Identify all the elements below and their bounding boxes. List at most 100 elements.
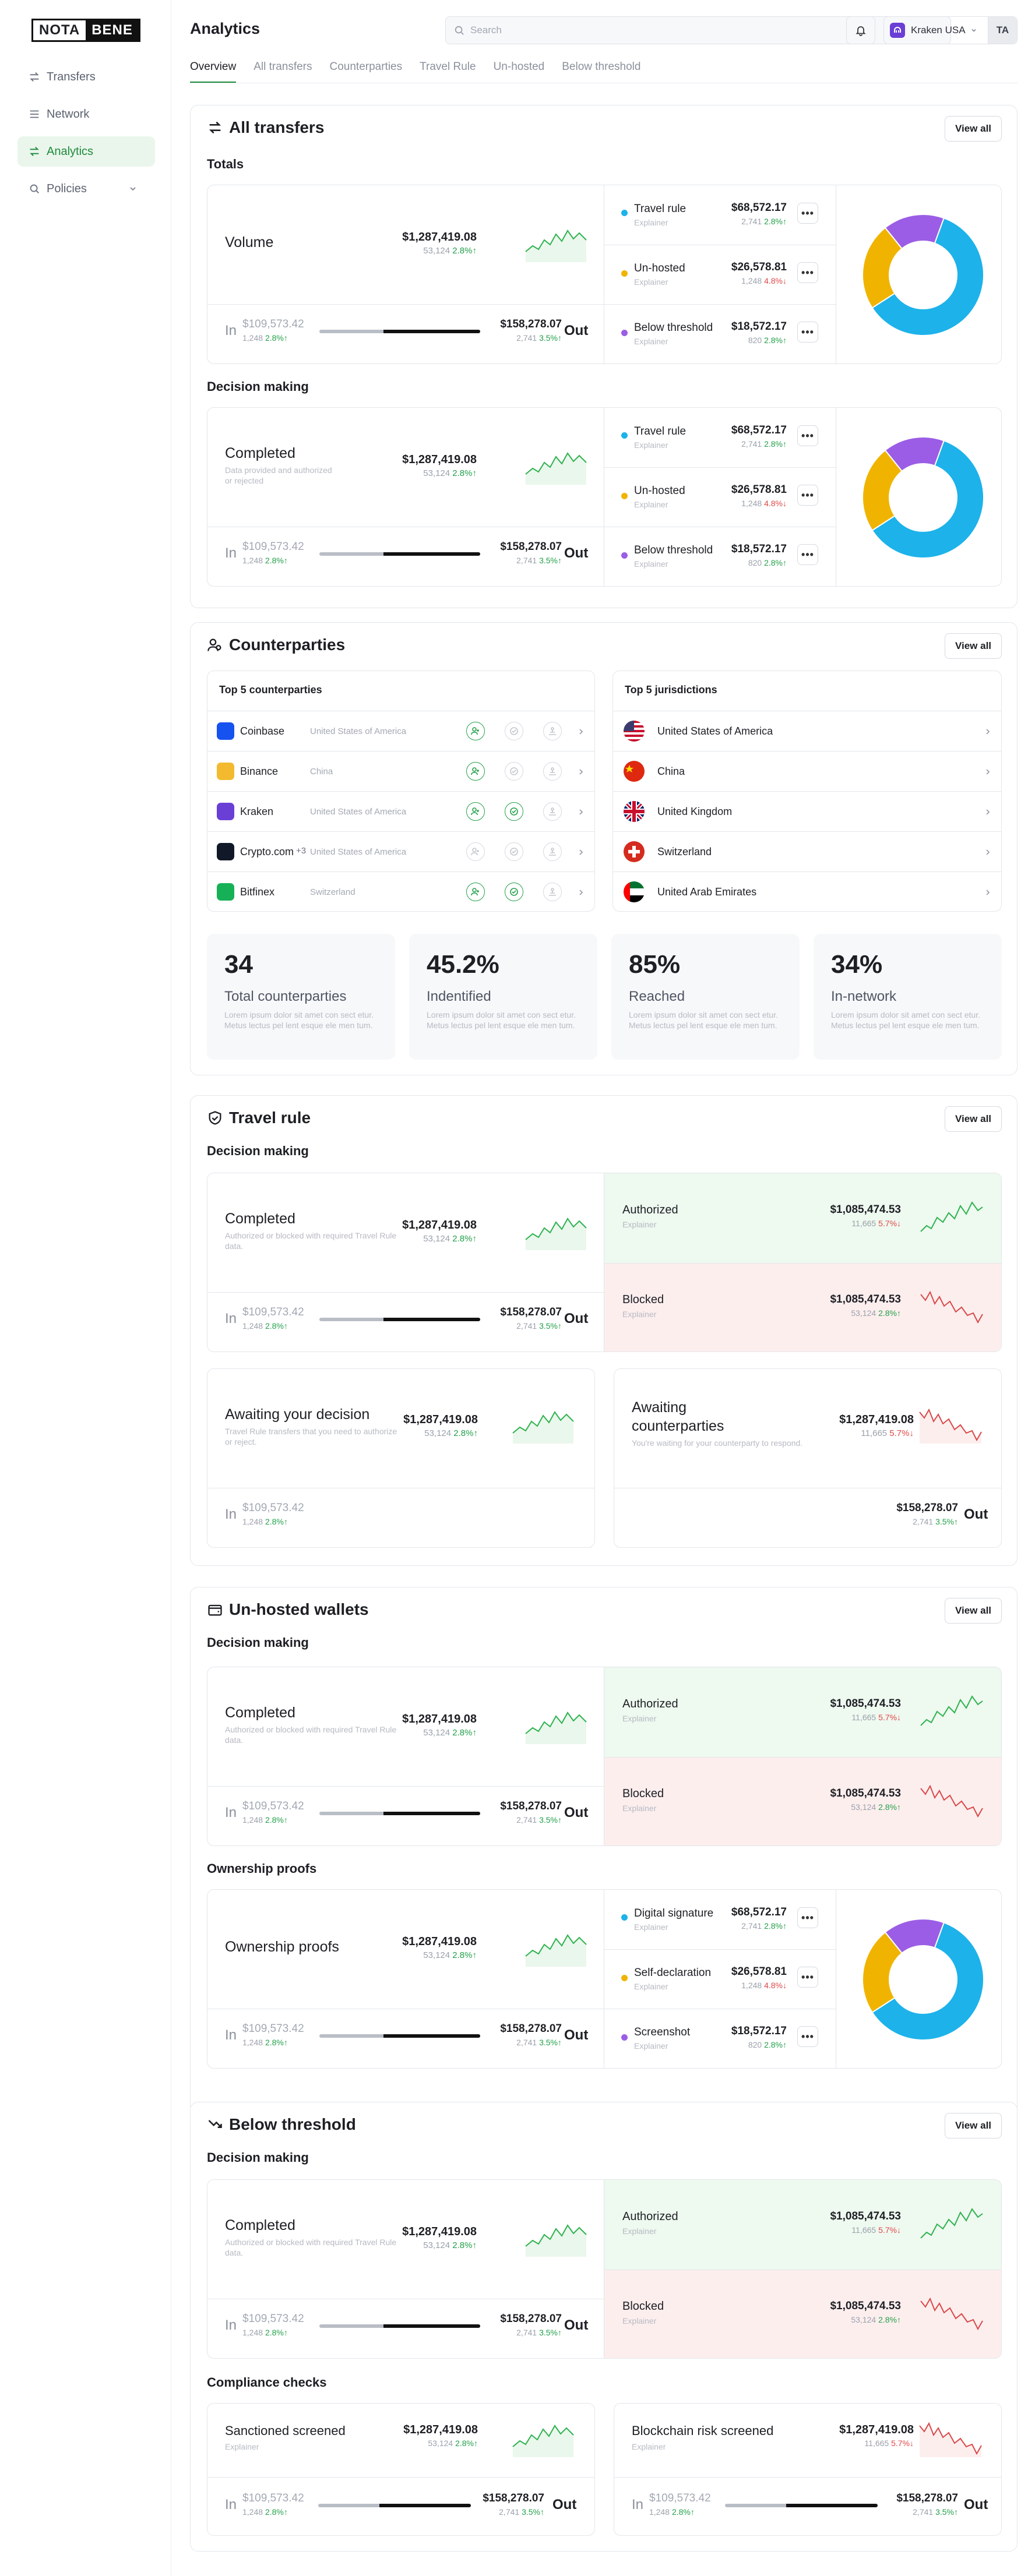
search-box[interactable] [445, 16, 951, 44]
verify-button[interactable] [505, 762, 523, 781]
awaiting-cp-desc: You're waiting for your counterparty to … [632, 1438, 803, 1448]
view-all-button[interactable]: View all [945, 2113, 1002, 2139]
tab-counterparties[interactable]: Counterparties [329, 61, 403, 73]
jurisdiction-row[interactable]: Switzerland [613, 831, 1001, 871]
sidebar-item-analytics[interactable]: Analytics [17, 136, 155, 167]
notifications-button[interactable] [846, 16, 875, 44]
blockchain-risk-card: Blockchain risk screened Explainer $1,28… [614, 2403, 1002, 2536]
authorized-value: $1,085,474.53 [830, 1204, 901, 1216]
network-button[interactable] [543, 802, 562, 821]
out-share-fill [383, 1812, 480, 1815]
counterparty-logo-icon [217, 722, 234, 740]
search-input[interactable] [470, 24, 925, 36]
blockchain-sub: 11,665 5.7%↓ [864, 2439, 914, 2448]
chevron-right-icon[interactable] [577, 728, 585, 736]
in-label: In [225, 2027, 237, 2043]
verify-button[interactable] [505, 802, 523, 821]
chevron-down-icon[interactable] [128, 184, 138, 193]
sidebar-item-transfers[interactable]: Transfers [17, 62, 155, 92]
out-sub: 2,741 3.5%↑ [516, 2328, 562, 2337]
row-sub: 820 2.8%↑ [748, 2040, 787, 2049]
sidebar-item-network[interactable]: Network [17, 99, 155, 129]
verify-button[interactable] [505, 722, 523, 740]
completed-sub: 53,124 2.8%↑ [423, 468, 477, 478]
divider [604, 1949, 836, 1950]
out-share-fill [383, 330, 480, 333]
more-button[interactable]: ••• [797, 485, 818, 506]
jurisdiction-row[interactable]: United Arab Emirates [613, 871, 1001, 911]
jurisdiction-row[interactable]: China [613, 751, 1001, 791]
more-button[interactable]: ••• [797, 203, 818, 224]
view-all-button[interactable]: View all [945, 1598, 1002, 1624]
more-button[interactable]: ••• [797, 1907, 818, 1928]
add-user-button[interactable] [466, 842, 485, 861]
tab-all-transfers[interactable]: All transfers [254, 61, 312, 73]
row-explainer: Explainer [634, 500, 668, 509]
chevron-right-icon[interactable] [577, 768, 585, 776]
counterparty-row[interactable]: Crypto.com +3 United States of America [207, 831, 594, 871]
more-button[interactable]: ••• [797, 544, 818, 565]
more-button[interactable]: ••• [797, 322, 818, 343]
chevron-right-icon[interactable] [577, 848, 585, 856]
org-switcher[interactable]: Kraken USA TA [883, 16, 1018, 44]
tab-bar: Overview All transfers Counterparties Tr… [190, 61, 658, 83]
chevron-right-icon[interactable] [984, 768, 992, 776]
network-icon [549, 727, 556, 735]
more-button[interactable]: ••• [797, 2026, 818, 2047]
verify-button[interactable] [505, 842, 523, 861]
jurisdiction-row[interactable]: United States of America [613, 711, 1001, 751]
chevron-right-icon[interactable] [984, 728, 992, 736]
counterparty-row[interactable]: Binance China [207, 751, 594, 791]
view-all-button[interactable]: View all [945, 116, 1002, 142]
awaiting-cp-sub: 11,665 5.7%↓ [861, 1428, 914, 1438]
avatar[interactable]: TA [988, 17, 1017, 44]
counterparty-location: United States of America [310, 807, 407, 817]
network-button[interactable] [543, 762, 562, 781]
volume-title: Volume [225, 234, 274, 250]
more-button[interactable]: ••• [797, 262, 818, 283]
sidebar-item-policies[interactable]: Policies [17, 174, 155, 204]
network-button[interactable] [543, 722, 562, 740]
add-user-button[interactable] [466, 762, 485, 781]
add-user-button[interactable] [466, 802, 485, 821]
sidebar-item-label: Policies [47, 182, 87, 195]
more-button[interactable]: ••• [797, 1967, 818, 1988]
tab-un-hosted[interactable]: Un-hosted [493, 61, 545, 73]
tab-overview[interactable]: Overview [190, 61, 237, 83]
divider [614, 2477, 1001, 2478]
view-all-button[interactable]: View all [945, 1106, 1002, 1132]
usa-flag-icon [624, 721, 645, 742]
out-sub: 2,741 3.5%↑ [516, 333, 562, 343]
tab-travel-rule[interactable]: Travel Rule [420, 61, 476, 73]
in-label: In [225, 545, 237, 561]
row-value: $26,578.81 [731, 1965, 787, 1978]
tab-below-threshold[interactable]: Below threshold [562, 61, 641, 73]
jurisdiction-row[interactable]: United Kingdom [613, 791, 1001, 831]
view-all-button[interactable]: View all [945, 633, 1002, 659]
nota-bene-logo[interactable]: NOTA BENE [31, 19, 140, 42]
more-button[interactable]: ••• [797, 425, 818, 446]
add-user-button[interactable] [466, 883, 485, 901]
counterparty-row[interactable]: Coinbase United States of America [207, 711, 594, 751]
out-value: $158,278.07 [500, 1800, 562, 1812]
counterparty-row[interactable]: Bitfinex Switzerland [207, 871, 594, 911]
add-user-button[interactable] [466, 722, 485, 740]
row-explainer: Explainer [634, 1922, 668, 1932]
out-label: Out [964, 2497, 988, 2513]
network-button[interactable] [543, 842, 562, 861]
chevron-right-icon[interactable] [984, 808, 992, 816]
row-value: $18,572.17 [731, 320, 787, 333]
check-circle-icon [510, 888, 518, 896]
travel-rule-decision-card: Completed Authorized or blocked with req… [207, 1173, 1002, 1352]
counterparty-logo-icon [217, 803, 234, 820]
network-button[interactable] [543, 883, 562, 901]
check-circle-icon [510, 807, 518, 816]
chevron-right-icon[interactable] [577, 808, 585, 816]
verify-button[interactable] [505, 883, 523, 901]
authorized-sub: 11,665 5.7%↓ [851, 2225, 901, 2235]
ownership-value: $1,287,419.08 [402, 1935, 477, 1948]
chevron-right-icon[interactable] [984, 848, 992, 856]
chevron-right-icon[interactable] [577, 888, 585, 897]
counterparty-row[interactable]: Kraken United States of America [207, 791, 594, 831]
chevron-right-icon[interactable] [984, 888, 992, 897]
